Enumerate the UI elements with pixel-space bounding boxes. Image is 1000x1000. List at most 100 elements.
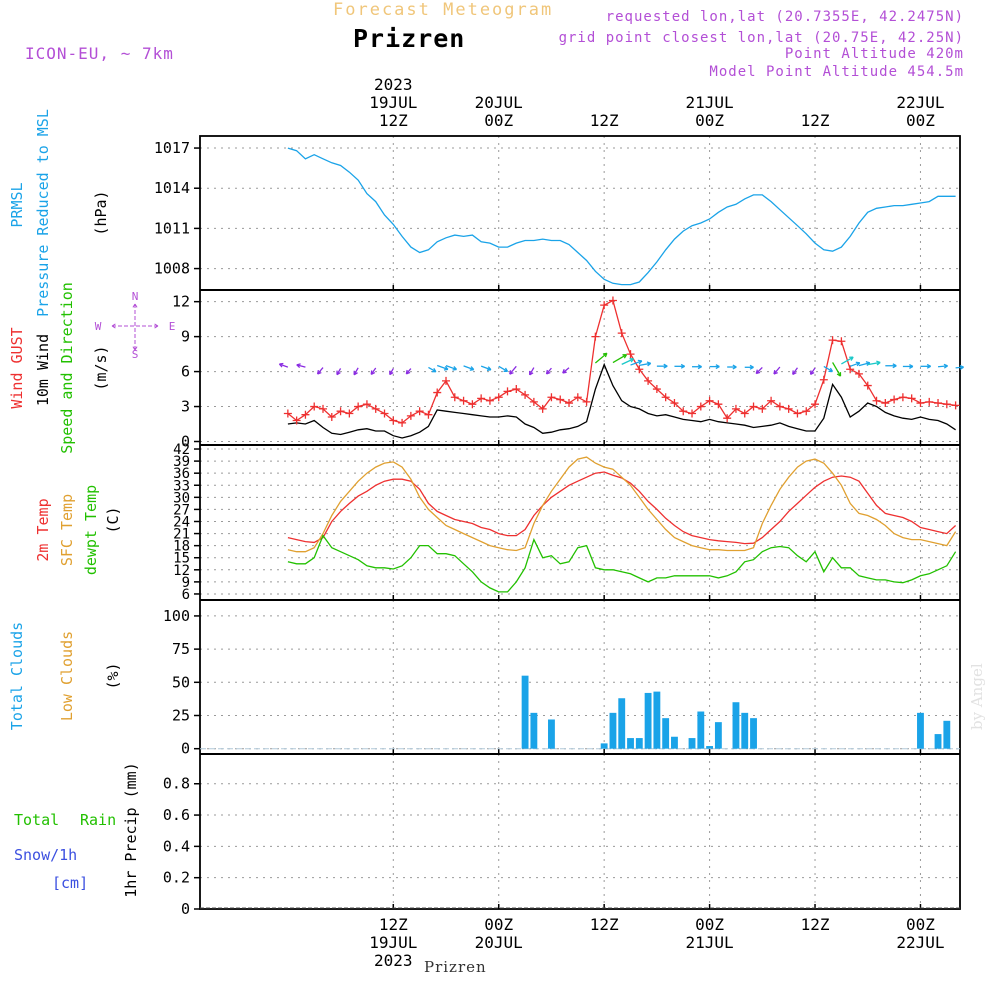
wind-arrow-head [405,369,411,375]
gust-marker [881,399,890,408]
wind-label-unit: (m/s) [92,345,110,390]
gust-marker [485,396,494,405]
wind-arrow-head [646,361,652,367]
gust-marker [661,393,670,402]
wind-arrow-head [296,363,301,369]
wind-arrow-head [792,370,797,376]
gust-marker [521,390,530,399]
compass-w: W [95,320,102,333]
y-tick-label: 1008 [154,260,190,278]
gust-marker [327,413,336,422]
x-label-bottom: 19JUL [369,933,417,952]
gust-marker [354,402,363,411]
y-tick-label: 36 [173,466,190,482]
temp-2m-line [287,471,957,545]
gust-marker [679,407,688,416]
cloud-bar [732,702,740,749]
cloud-bar [917,712,924,749]
cloud-bar [697,711,705,749]
wind-arrow-head [809,370,815,375]
gust-marker [898,393,907,402]
wind-direction-arrow [445,365,457,371]
wind-arrow-head [909,363,914,369]
wind-direction-arrow [463,365,474,371]
x-label-top: 00Z [695,111,724,130]
wind-direction-arrow [594,352,608,364]
x-label-bottom: 2023 [374,951,413,970]
wind-arrow-head [749,364,754,370]
precip-label-total: Total [14,811,59,829]
gust-marker [846,365,855,374]
y-tick-label: 42 [173,442,190,458]
gust-marker [301,410,310,419]
cloud-bar [618,698,626,749]
gust-marker [529,397,538,406]
wind-direction-arrow [437,364,449,370]
x-label-top: 21JUL [686,93,734,112]
gust-marker [951,401,960,410]
temp-label-sfc: SFC Temp [58,494,76,566]
gust-marker [652,385,661,394]
wind-direction-arrow [279,363,289,368]
chart-title: Forecast Meteogram [333,0,554,20]
gust-marker [644,376,653,385]
gust-marker [907,394,916,403]
gust-marker [793,409,802,418]
wind-arrow-head [602,352,608,358]
y-tick-label: 0.4 [163,837,190,855]
y-tick-label: 24 [173,514,190,530]
wind-label-dir: Speed and Direction [58,282,76,454]
wind-arrow-head [855,361,861,367]
x-label-bottom: 00Z [906,915,935,934]
cloud-bar [530,712,538,749]
compass-n: N [132,290,139,303]
cloud-label-low: Low Clouds [58,631,76,721]
y-tick-label: 18 [173,539,190,555]
x-label-top: 00Z [484,111,513,130]
wind-arrow-head [336,370,341,376]
x-label-bottom: 22JUL [896,933,944,952]
cloud-bar [671,736,678,749]
gust-marker [442,376,451,385]
y-tick-label: 1011 [154,219,190,237]
wind-direction-arrow [498,365,508,372]
requested-coords: requested lon,lat (20.7355E, 42.2475N) [605,9,964,25]
y-tick-label: 1017 [154,139,190,157]
pressure-label-unit: (hPa) [92,190,110,235]
gust-marker [283,409,292,418]
wind-direction-arrow [937,365,948,368]
y-tick-label: 9 [182,575,190,591]
x-label-top: 12Z [801,111,830,130]
gust-marker [635,365,644,374]
gust-marker [600,301,609,310]
pressure-label-prmsl: PRMSL [8,182,26,227]
gust-marker [380,409,389,418]
y-tick-label: 12 [172,293,190,311]
gust-marker [775,402,784,411]
gust-marker [538,404,547,413]
wind-direction-arrow [296,364,306,368]
gust-marker [503,387,512,396]
gust-marker [714,400,723,409]
y-tick-label: 50 [172,673,190,691]
gust-marker [424,410,433,419]
y-tick-label: 33 [173,478,190,494]
gust-marker [749,402,758,411]
cloud-bar [943,720,951,749]
cloud-bar [750,718,757,749]
gust-marker [811,400,820,409]
x-label-bottom: 20JUL [475,933,523,952]
gust-marker [512,385,521,394]
gust-marker [345,409,354,418]
x-label-bottom: 12Z [801,915,830,934]
cloud-bar [600,743,608,749]
x-label-top: 20JUL [475,93,523,112]
wind-direction-arrow [639,362,651,366]
gust-marker [477,394,486,403]
wind-direction-arrow [792,367,798,375]
gust-marker [591,332,600,341]
gust-marker [310,402,319,411]
compass-rose [111,303,159,351]
wind-direction-arrow [630,360,643,366]
